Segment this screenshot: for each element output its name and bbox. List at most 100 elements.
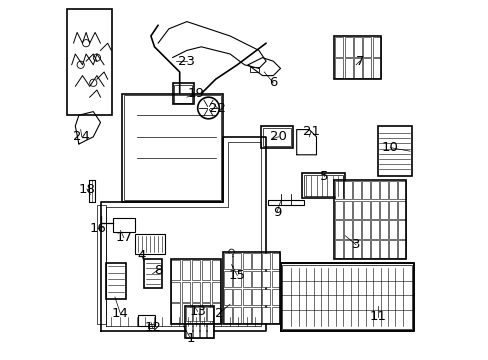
Bar [223,252,280,324]
Bar [334,180,406,259]
Bar [372,58,380,78]
Bar [252,289,260,305]
Bar [397,181,405,199]
Text: 13: 13 [189,305,206,318]
Bar [211,260,220,280]
Bar [262,128,291,146]
Bar [211,303,220,323]
Bar [353,37,361,57]
Bar [303,175,343,196]
Bar [185,323,191,338]
Bar [262,289,270,305]
Bar [191,260,200,280]
Text: 1: 1 [186,332,194,345]
Text: 7: 7 [355,55,363,68]
Text: 3: 3 [351,238,360,251]
Bar [123,95,221,200]
Bar [170,259,221,324]
Bar [363,37,370,57]
Bar [334,36,381,79]
Text: 22: 22 [208,102,225,114]
Bar [370,181,378,199]
Text: 21: 21 [302,125,319,138]
Bar [352,181,360,199]
Bar [282,265,411,329]
Bar [388,201,396,219]
Text: 16: 16 [89,222,106,235]
Bar [335,181,342,199]
Bar [388,240,396,258]
Bar [201,282,210,302]
Bar [344,181,351,199]
Bar [363,58,370,78]
Bar [143,259,162,288]
Bar [249,67,258,72]
Bar [228,256,234,266]
Text: 9: 9 [272,206,281,219]
Bar [122,94,223,202]
Text: 23: 23 [178,55,195,68]
Bar [380,240,387,258]
Bar [181,260,190,280]
Bar [388,220,396,239]
Bar [223,307,231,323]
Bar [191,282,200,302]
Bar [352,240,360,258]
Bar [200,323,205,338]
Bar [191,303,200,323]
Bar [271,289,279,305]
Bar [380,220,387,239]
Bar [370,201,378,219]
Bar [243,253,250,269]
Bar [344,201,351,219]
Bar [243,307,250,323]
Text: 20: 20 [270,130,286,143]
Bar [200,307,205,321]
Bar [233,271,241,287]
Text: 6: 6 [268,76,277,89]
Bar [370,240,378,258]
Bar [372,37,380,57]
Bar [185,307,191,321]
Text: 2: 2 [215,307,223,320]
Text: 4: 4 [138,249,146,262]
Bar [97,205,106,324]
Bar [193,307,199,321]
Text: 15: 15 [228,269,245,282]
Bar [181,303,190,323]
Text: 11: 11 [368,310,386,323]
Bar [271,253,279,269]
Bar [243,289,250,305]
Bar [344,37,352,57]
Bar [148,324,154,328]
Bar [267,200,303,205]
Bar [233,253,241,269]
Bar [352,220,360,239]
Bar [223,271,231,287]
Bar [207,323,213,338]
Bar [380,181,387,199]
Bar [352,201,360,219]
Bar [397,240,405,258]
Bar [362,220,369,239]
Bar [171,282,180,302]
Bar [201,260,210,280]
Bar [362,181,369,199]
Bar [271,307,279,323]
Bar [370,220,378,239]
Bar [201,303,210,323]
Bar [362,240,369,258]
Bar [138,315,154,326]
Bar [260,126,292,148]
Bar [252,307,260,323]
Bar [223,289,231,305]
Text: 12: 12 [144,321,161,334]
Bar [233,289,241,305]
Bar [171,260,180,280]
Bar [106,263,125,299]
Bar [344,58,352,78]
Bar [353,58,361,78]
Bar [362,201,369,219]
Bar [207,307,213,321]
Bar [67,9,112,115]
